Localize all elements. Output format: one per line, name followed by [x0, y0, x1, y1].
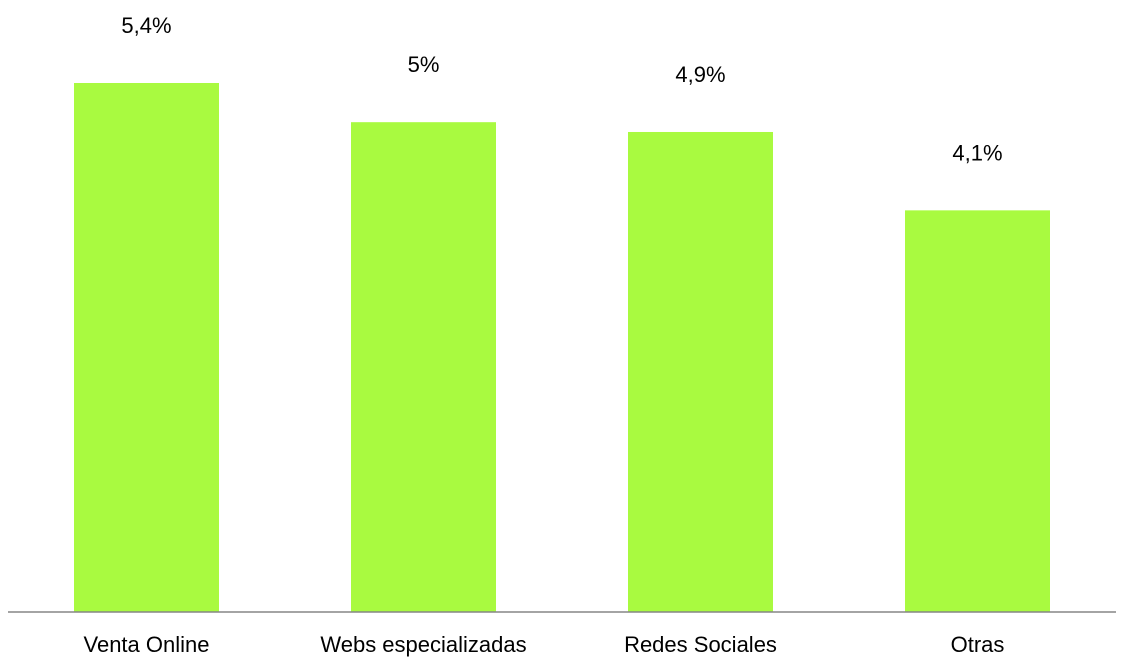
data-label-redes-sociales: 4,9%	[675, 62, 725, 87]
bar-venta-online	[74, 83, 219, 612]
data-label-webs-especializadas: 5%	[408, 52, 440, 77]
bar-webs-especializadas	[351, 122, 496, 613]
category-label-venta-online: Venta Online	[84, 632, 210, 657]
category-label-webs-especializadas: Webs especializadas	[320, 632, 526, 657]
data-labels-layer: 5,4% 5% 4,9% 4,1%	[121, 13, 1002, 165]
bar-redes-sociales	[628, 131, 773, 612]
data-label-venta-online: 5,4%	[121, 13, 171, 38]
category-labels-layer: Venta Online Webs especializadas Redes Soc…	[84, 632, 1005, 657]
bar-otras	[905, 210, 1050, 612]
category-label-redes-sociales: Redes Sociales	[624, 632, 777, 657]
data-label-otras: 4,1%	[952, 140, 1002, 165]
category-label-otras: Otras	[951, 632, 1005, 657]
bars-layer	[74, 83, 1050, 613]
